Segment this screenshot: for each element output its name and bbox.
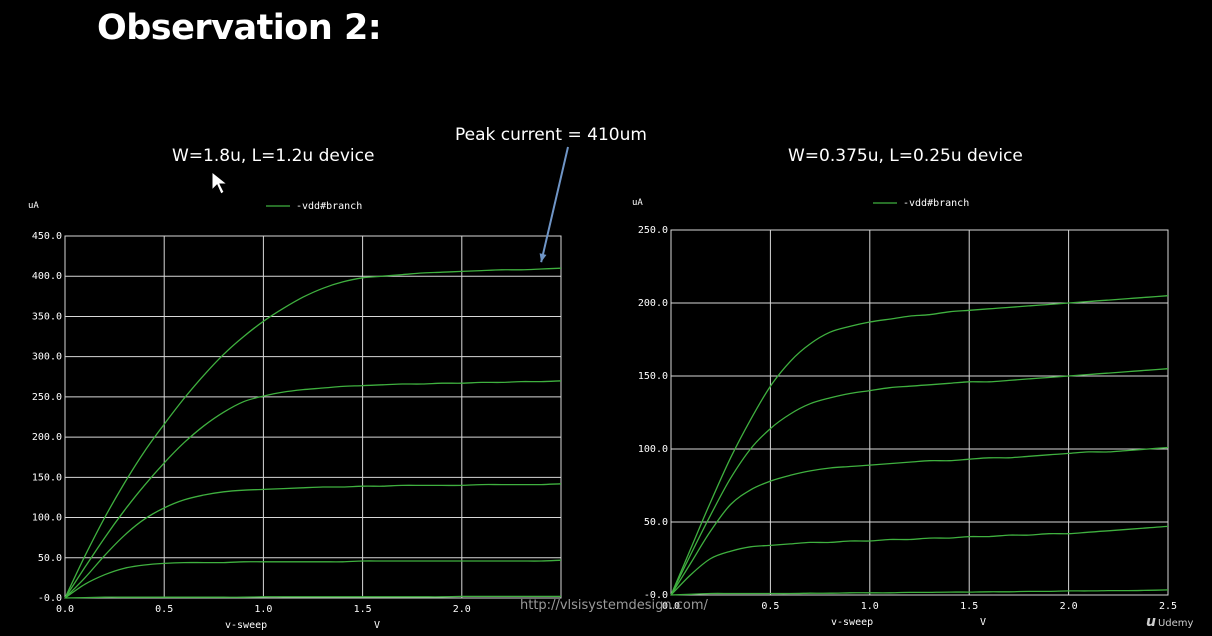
- y-tick-label: 300.0: [32, 352, 62, 363]
- y-tick-label: 450.0: [32, 231, 62, 242]
- x-tick-label: 2.5: [1159, 601, 1177, 612]
- series-curve-5: [64, 595, 561, 599]
- right-plot-title: W=0.375u, L=0.25u device: [788, 146, 1023, 166]
- y-tick-label: 50.0: [644, 517, 668, 528]
- x-tick-label: 2.0: [1060, 601, 1078, 612]
- x-tick-label: 1.5: [354, 604, 372, 615]
- x-axis-label: v-sweep: [831, 617, 873, 628]
- y-tick-label: 200.0: [638, 298, 668, 309]
- right-chart: -0.0 50.0 100.0 150.0 200.0 250.0 0.0 0.5 1.0 1.5…: [632, 198, 1177, 628]
- series-curve-1: [670, 295, 1169, 596]
- x-axis-label: v-sweep: [225, 620, 267, 631]
- mouse-cursor-icon: [210, 170, 232, 202]
- y-tick-label: 200.0: [32, 432, 62, 443]
- series-curve-4: [64, 559, 562, 599]
- y-tick-label: 350.0: [32, 311, 62, 322]
- x-axis-unit: V: [980, 617, 986, 628]
- y-tick-label: 150.0: [638, 371, 668, 382]
- annotation-arrowhead: [539, 253, 547, 263]
- udemy-brand-label: Udemy: [1157, 618, 1194, 629]
- legend-label: -vdd#branch: [903, 198, 969, 209]
- series-curve-1: [64, 267, 562, 599]
- series-curve-3: [64, 483, 562, 599]
- x-tick-label: 2.0: [453, 604, 471, 615]
- y-tick-label: 250.0: [638, 225, 668, 236]
- left-plot-title: W=1.8u, L=1.2u device: [172, 146, 375, 166]
- plot-frame: [670, 229, 1169, 596]
- series-curve-3: [670, 446, 1169, 596]
- series-curve-2: [64, 380, 562, 599]
- y-tick-label: 50.0: [38, 553, 62, 564]
- slide-title: Observation 2:: [97, 8, 382, 48]
- y-tick-label: -0.0: [38, 593, 62, 604]
- x-tick-label: 0.5: [155, 604, 173, 615]
- x-axis-unit: V: [374, 620, 380, 631]
- series-curve-2: [670, 368, 1169, 596]
- y-tick-label: 400.0: [32, 271, 62, 282]
- x-tick-label: 1.0: [861, 601, 879, 612]
- y-axis-unit: uA: [28, 201, 39, 211]
- peak-current-annotation: Peak current = 410um: [455, 125, 647, 145]
- left-chart: -0.0 50.0 100.0 150.0 200.0 250.0 300.0 350.0 40…: [28, 146, 569, 631]
- x-tick-label: 1.5: [960, 601, 978, 612]
- y-tick-label: 100.0: [638, 444, 668, 455]
- series-curve-5: [670, 589, 1169, 596]
- x-tick-label: 0.5: [761, 601, 779, 612]
- legend-label: -vdd#branch: [296, 201, 362, 212]
- y-tick-label: -0.0: [644, 590, 668, 601]
- annotation-arrow: [540, 146, 569, 263]
- y-tick-label: 250.0: [32, 392, 62, 403]
- x-tick-label: 1.0: [254, 604, 272, 615]
- x-tick-label: 0.0: [56, 604, 74, 615]
- watermark-url: http://vlsisystemdesign.com/: [520, 598, 708, 613]
- udemy-brand: u Udemy: [1146, 614, 1193, 630]
- plot-frame: [64, 235, 562, 599]
- series-curve-4: [670, 525, 1169, 596]
- udemy-logo-icon: u: [1146, 614, 1156, 630]
- x-tick-label: 0.0: [662, 601, 680, 612]
- y-axis-unit: uA: [632, 198, 643, 208]
- y-tick-label: 150.0: [32, 472, 62, 483]
- y-tick-label: 100.0: [32, 513, 62, 524]
